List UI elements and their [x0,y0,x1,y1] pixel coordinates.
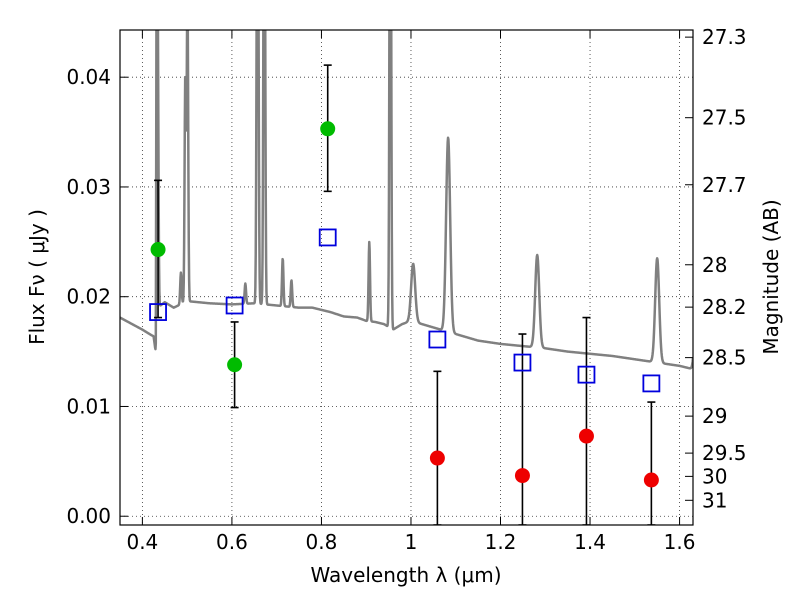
model-spectrum [120,30,693,370]
right-tick-label: 27.7 [702,173,747,197]
model-photometry-point [149,303,167,321]
model-photometry-point [513,353,532,372]
x-tick-label: 0.4 [126,530,158,554]
detection-point [227,357,243,373]
nondetection-point [429,450,445,466]
right-tick-label: 28.5 [702,346,747,370]
model-photometry-point [577,365,596,384]
right-tick-label: 30 [702,464,727,488]
nondetection-point [514,468,530,484]
spectrum-line [120,30,693,370]
detection-point [150,242,166,258]
plot-frame [119,29,694,526]
y-tick-label: 0.00 [66,504,111,528]
right-tick-label: 29 [702,404,727,428]
right-tick-label: 27.5 [702,106,747,130]
y-tick-label: 0.02 [66,285,111,309]
plot-background [120,30,693,525]
y-tick-label: 0.04 [66,65,111,89]
model-photometry-point [318,228,337,247]
right-tick-label: 27.3 [702,25,747,49]
nondetection-point [643,472,659,488]
x-tick-label: 1.4 [574,530,606,554]
y-axis-label-right: Magnitude (AB) [759,199,783,354]
axis-ticks: 0.4 0.6 0.8 1 1.2 1.4 1.6 0.00 0.01 0.02 0.03 0.04 2… [66,25,746,554]
y-tick-label: 0.03 [66,175,111,199]
x-tick-label: 1.2 [485,530,517,554]
right-tick-label: 31 [702,488,727,512]
model-photometry-point [225,296,244,315]
model-photometry-point [428,330,447,349]
detection-point [320,121,336,137]
right-tick-label: 28.2 [702,295,747,319]
x-tick-label: 1.6 [664,530,696,554]
model-photometry-point [642,374,661,393]
x-tick-label: 1 [405,530,418,554]
right-tick-label: 28 [702,253,727,277]
nondetection-point [578,428,594,444]
x-axis-label: Wavelength λ (μm) [310,563,501,587]
right-tick-label: 29.5 [702,441,747,465]
x-tick-label: 0.8 [306,530,338,554]
y-tick-label: 0.01 [66,394,111,418]
data-markers [149,64,661,525]
y-axis-label: Flux Fν ( μJy ) [25,209,49,345]
x-tick-label: 0.6 [216,530,248,554]
